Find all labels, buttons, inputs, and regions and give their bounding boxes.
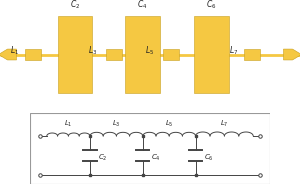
Text: $C_4$: $C_4$: [151, 153, 161, 163]
Bar: [163, 49, 179, 60]
Text: $L_5$: $L_5$: [146, 45, 154, 58]
Text: $L_5$: $L_5$: [165, 119, 173, 129]
Bar: [25, 49, 41, 60]
Bar: [244, 49, 260, 60]
Bar: [106, 49, 122, 60]
Bar: [58, 16, 92, 93]
Text: $L_3$: $L_3$: [88, 45, 98, 58]
Text: $C_6$: $C_6$: [204, 153, 214, 163]
Polygon shape: [0, 49, 16, 60]
Bar: [125, 16, 160, 93]
Text: $L_7$: $L_7$: [229, 45, 239, 58]
Text: $C_4$: $C_4$: [137, 0, 148, 11]
Text: $L_7$: $L_7$: [220, 119, 229, 129]
Polygon shape: [284, 49, 300, 60]
Text: $L_1$: $L_1$: [64, 119, 73, 129]
Text: $L_3$: $L_3$: [112, 119, 121, 129]
Bar: [194, 16, 229, 93]
Text: $C_2$: $C_2$: [98, 153, 108, 163]
Text: $C_2$: $C_2$: [70, 0, 80, 11]
Text: $L_1$: $L_1$: [11, 45, 20, 58]
Text: $C_6$: $C_6$: [206, 0, 217, 11]
